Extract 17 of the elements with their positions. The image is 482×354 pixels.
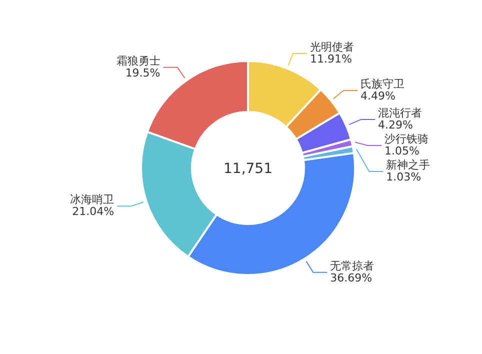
- data-label: 19.5%: [125, 66, 160, 80]
- slice-label: 光明使者: [310, 40, 354, 54]
- slice-label: 沙行铁骑: [384, 132, 429, 146]
- slice-label: 新神之手: [386, 158, 430, 172]
- slice-label: 氏族守卫: [360, 78, 405, 91]
- slice-label: 混沌行者: [378, 106, 422, 120]
- slice-label: 冰海哨卫: [70, 193, 114, 206]
- data-label: 21.04%: [72, 205, 114, 218]
- text: 11,751: [224, 161, 272, 177]
- data-label: 11.91%: [310, 52, 352, 66]
- slice-label: 霜狼勇士: [116, 54, 160, 68]
- slice-label: 无常掠者: [330, 259, 374, 272]
- data-label: 4.49%: [360, 90, 396, 103]
- data-label: 4.29%: [378, 118, 413, 132]
- data-label: 1.03%: [386, 170, 422, 184]
- data-label: 36.69%: [330, 271, 372, 284]
- data-label: 1.05%: [384, 144, 420, 158]
